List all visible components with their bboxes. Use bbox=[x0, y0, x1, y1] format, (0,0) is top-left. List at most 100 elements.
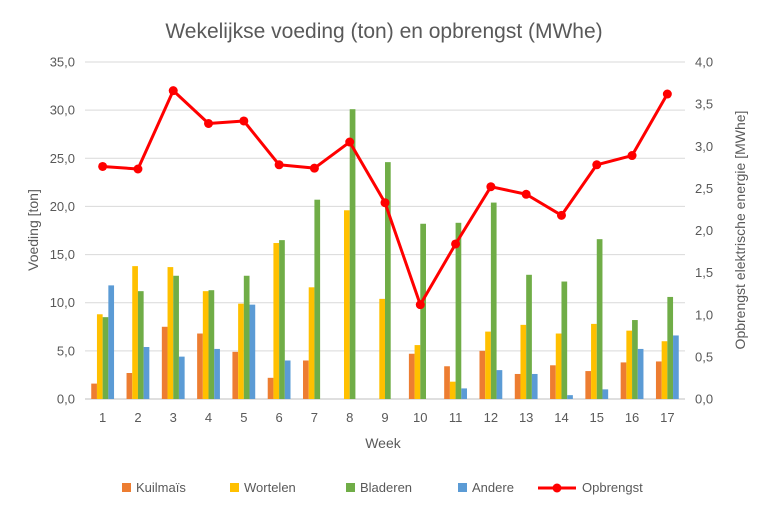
y-tick-label: 0,0 bbox=[57, 392, 75, 407]
y2-tick-label: 1,5 bbox=[695, 265, 713, 280]
x-tick-label: 11 bbox=[449, 410, 463, 425]
point-opbrengst-week-10 bbox=[415, 300, 425, 310]
y2-tick-label: 0,5 bbox=[695, 349, 713, 364]
bar-kuilma-s-week-14 bbox=[550, 365, 556, 399]
x-tick-label: 2 bbox=[134, 410, 141, 425]
legend: Kuilmaïs Wortelen Bladeren Andere Opbrengst bbox=[122, 480, 643, 495]
point-opbrengst-week-3 bbox=[168, 86, 178, 96]
bar-kuilma-s-week-4 bbox=[197, 333, 203, 399]
point-opbrengst-week-12 bbox=[486, 182, 496, 192]
bar-andere-week-15 bbox=[602, 389, 609, 399]
bar-kuilma-s-week-15 bbox=[585, 371, 592, 399]
x-tick-label: 17 bbox=[660, 410, 674, 425]
y2-tick-label: 3,0 bbox=[695, 139, 713, 154]
bar-series-group bbox=[91, 109, 679, 400]
x-axis-ticks: 1 2 3 4 5 6 7 8 9 10 11 12 13 14 15 16 17 bbox=[99, 410, 675, 425]
bar-andere-week-1 bbox=[108, 285, 115, 399]
bar-bladeren-week-17 bbox=[667, 296, 674, 399]
point-opbrengst-week-1 bbox=[98, 161, 108, 171]
legend-marker-opbrengst bbox=[552, 483, 562, 493]
bar-wortelen-week-16 bbox=[626, 330, 633, 399]
bar-kuilma-s-week-7 bbox=[303, 360, 309, 399]
legend-label-wortelen: Wortelen bbox=[244, 480, 296, 495]
point-opbrengst-week-6 bbox=[274, 160, 284, 170]
bar-wortelen-week-8 bbox=[344, 210, 350, 399]
point-opbrengst-week-4 bbox=[204, 119, 214, 129]
bar-andere-week-5 bbox=[249, 304, 256, 399]
bar-andere-week-11 bbox=[461, 388, 467, 399]
y-tick-label: 30,0 bbox=[50, 103, 75, 118]
point-opbrengst-week-9 bbox=[380, 198, 390, 208]
bar-bladeren-week-14 bbox=[561, 281, 568, 399]
bar-wortelen-week-17 bbox=[661, 341, 668, 399]
legend-swatch-kuilma-s bbox=[122, 483, 131, 492]
bar-andere-week-12 bbox=[496, 370, 503, 399]
bar-wortelen-week-9 bbox=[379, 298, 385, 399]
bar-wortelen-week-15 bbox=[591, 323, 597, 399]
bar-wortelen-week-7 bbox=[308, 287, 315, 399]
bar-kuilma-s-week-6 bbox=[267, 377, 274, 399]
bar-bladeren-week-10 bbox=[420, 223, 426, 399]
point-opbrengst-week-8 bbox=[345, 137, 355, 147]
x-tick-label: 12 bbox=[484, 410, 498, 425]
bar-andere-week-17 bbox=[673, 335, 679, 399]
bar-kuilma-s-week-1 bbox=[91, 383, 97, 399]
bar-wortelen-week-1 bbox=[96, 314, 103, 399]
bar-bladeren-week-8 bbox=[349, 109, 356, 400]
bar-wortelen-week-3 bbox=[167, 267, 174, 399]
x-tick-label: 9 bbox=[381, 410, 388, 425]
bar-kuilma-s-week-12 bbox=[479, 350, 486, 399]
bar-bladeren-week-1 bbox=[102, 317, 109, 399]
x-axis-label: Week bbox=[365, 435, 402, 451]
point-opbrengst-week-7 bbox=[309, 163, 319, 173]
bar-bladeren-week-15 bbox=[596, 239, 603, 399]
point-opbrengst-week-14 bbox=[556, 210, 566, 220]
bar-bladeren-week-4 bbox=[208, 290, 215, 399]
x-tick-label: 14 bbox=[554, 410, 568, 425]
x-tick-label: 8 bbox=[346, 410, 353, 425]
bar-wortelen-week-2 bbox=[132, 266, 138, 399]
point-opbrengst-week-17 bbox=[662, 89, 672, 99]
bar-wortelen-week-14 bbox=[555, 333, 562, 399]
point-opbrengst-week-13 bbox=[521, 189, 531, 199]
bar-andere-week-6 bbox=[284, 360, 291, 399]
y-axis-label: Voeding [ton] bbox=[25, 189, 41, 271]
y-tick-label: 15,0 bbox=[50, 247, 75, 262]
bar-andere-week-4 bbox=[214, 348, 220, 399]
bar-kuilma-s-week-11 bbox=[444, 366, 450, 399]
x-tick-label: 7 bbox=[311, 410, 318, 425]
bar-bladeren-week-12 bbox=[490, 202, 497, 399]
x-tick-label: 4 bbox=[205, 410, 212, 425]
bar-bladeren-week-5 bbox=[243, 275, 250, 399]
point-opbrengst-week-5 bbox=[239, 116, 249, 126]
y2-axis-label: Opbrengst elektrische energie [MWhe] bbox=[732, 111, 748, 350]
y2-tick-label: 1,0 bbox=[695, 307, 713, 322]
bar-kuilma-s-week-17 bbox=[655, 361, 662, 399]
bar-andere-week-13 bbox=[531, 373, 538, 399]
bar-kuilma-s-week-2 bbox=[126, 373, 133, 399]
bar-andere-week-2 bbox=[143, 347, 150, 399]
bar-kuilma-s-week-3 bbox=[161, 326, 168, 399]
right-axis-ticks: 0,0 0,5 1,0 1,5 2,0 2,5 3,0 3,5 4,0 bbox=[695, 55, 713, 407]
bar-bladeren-week-6 bbox=[279, 240, 285, 399]
bar-kuilma-s-week-16 bbox=[620, 362, 627, 399]
bar-wortelen-week-10 bbox=[414, 345, 421, 399]
bar-bladeren-week-11 bbox=[455, 222, 462, 399]
line-series-group bbox=[98, 86, 672, 310]
legend-label-bladeren: Bladeren bbox=[360, 480, 412, 495]
x-tick-label: 15 bbox=[590, 410, 604, 425]
bar-bladeren-week-9 bbox=[385, 162, 391, 399]
legend-swatch-andere bbox=[458, 483, 467, 492]
legend-swatch-bladeren bbox=[346, 483, 355, 492]
x-tick-label: 3 bbox=[170, 410, 177, 425]
bar-kuilma-s-week-13 bbox=[514, 373, 521, 399]
bar-bladeren-week-7 bbox=[314, 199, 321, 399]
point-opbrengst-week-11 bbox=[451, 239, 461, 249]
y2-tick-label: 2,5 bbox=[695, 181, 713, 196]
y2-tick-label: 2,0 bbox=[695, 223, 713, 238]
bar-bladeren-week-13 bbox=[526, 274, 532, 399]
x-tick-label: 6 bbox=[276, 410, 283, 425]
bar-wortelen-week-12 bbox=[485, 331, 491, 399]
